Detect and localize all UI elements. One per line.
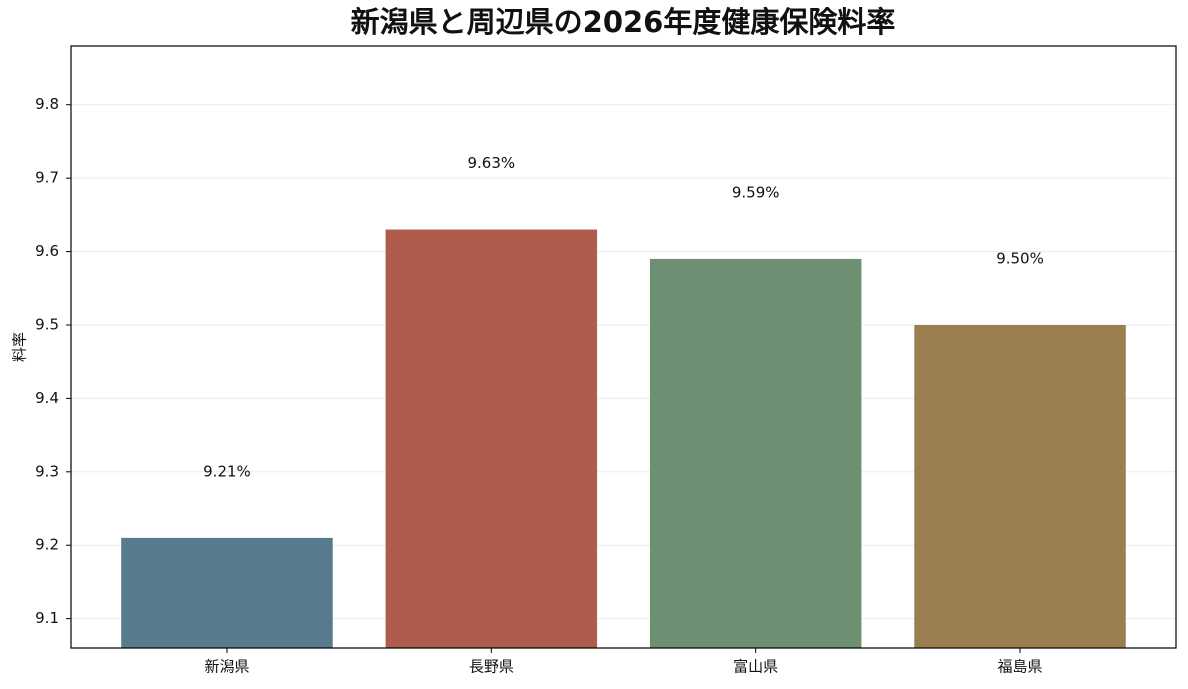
value-label: 9.59% [732,183,780,201]
value-label: 9.50% [996,249,1044,267]
x-tick-label: 長野県 [469,658,514,676]
x-tick-label: 富山県 [733,658,778,676]
value-label: 9.21% [203,462,251,480]
y-tick-label: 9.7 [35,169,59,187]
chart-title: 新潟県と周辺県の2026年度健康保険料率 [351,5,896,39]
plot-frame [70,45,1177,649]
bar [914,324,1126,648]
y-tick-label: 9.4 [35,389,59,407]
x-tick-label: 新潟県 [204,658,249,676]
bar [385,229,598,648]
y-tick-label: 9.8 [35,95,59,113]
y-tick-label: 9.2 [35,536,59,554]
y-tick-label: 9.3 [35,462,59,480]
y-tick-label: 9.1 [35,609,59,627]
x-tick-label: 福島県 [998,658,1043,676]
bar [649,258,862,648]
value-label: 9.63% [467,154,515,172]
y-tick-label: 9.6 [35,242,59,260]
y-axis-label: 料率 [11,332,29,362]
bar [121,537,333,648]
y-tick-label: 9.5 [35,315,59,333]
